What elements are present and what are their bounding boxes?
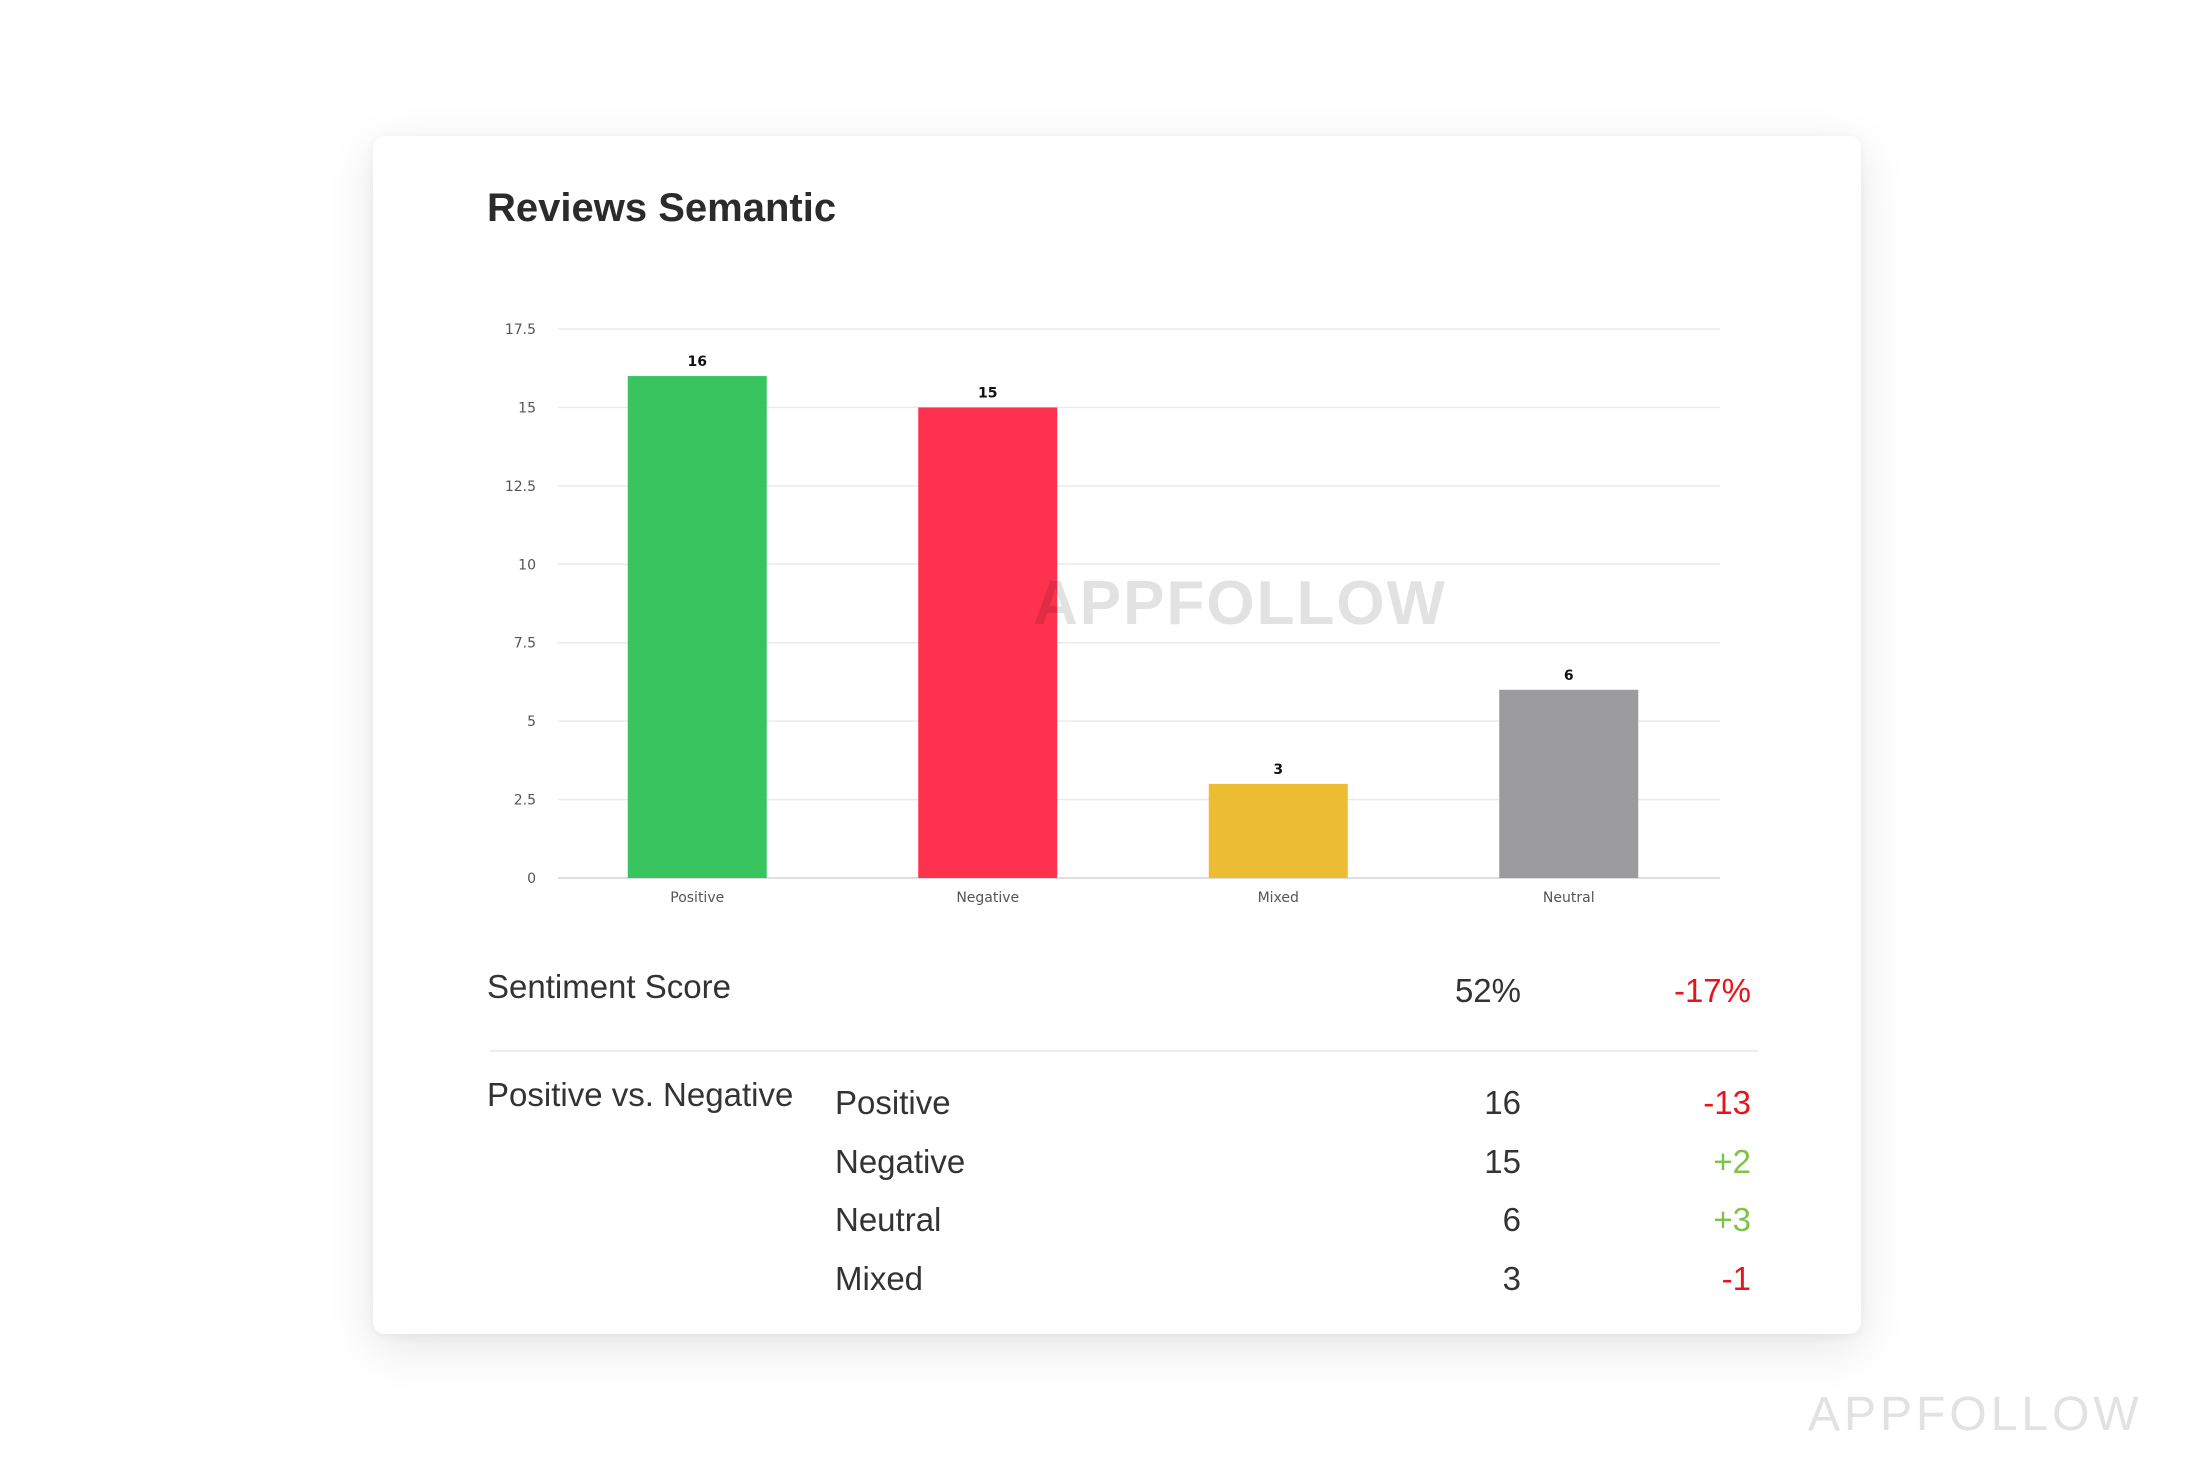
bar-positive	[627, 376, 767, 878]
sentiment-score-label: Sentiment Score	[487, 968, 731, 1005]
y-tick-label: 0	[527, 871, 536, 887]
breakdown-row-neutral-name: Neutral	[835, 1201, 942, 1238]
breakdown-row-neutral-value: 6	[1502, 1201, 1521, 1238]
x-tick-label: Neutral	[1543, 890, 1595, 906]
y-tick-label: 10	[518, 557, 536, 573]
brand-watermark: APPFOLLOW	[1808, 1388, 2143, 1441]
bar-neutral	[1499, 689, 1639, 878]
data-label: 16	[688, 354, 707, 370]
divider	[490, 1050, 1758, 1052]
y-tick-label: 2.5	[514, 793, 536, 809]
y-tick-label: 5	[527, 714, 536, 730]
reviews-semantic-card: Reviews Semantic 0 2.5 5 7.5 10 12.5 15 17.5 16 P…	[373, 136, 1861, 1334]
breakdown-row-positive-name: Positive	[835, 1084, 951, 1121]
data-label: 6	[1564, 668, 1574, 684]
bar-mixed	[1208, 783, 1348, 878]
sentiment-score-delta: -17%	[1673, 972, 1751, 1009]
card-title: Reviews Semantic	[487, 186, 837, 230]
data-label: 3	[1273, 762, 1283, 778]
breakdown-row-positive-delta: -13	[1703, 1084, 1751, 1121]
breakdown-row-negative-name: Negative	[835, 1143, 966, 1180]
positive-vs-negative-label: Positive vs. Negative	[487, 1076, 794, 1113]
breakdown-row-mixed-name: Mixed	[835, 1260, 924, 1297]
breakdown-row-positive-value: 16	[1484, 1084, 1521, 1121]
breakdown-row-negative-value: 15	[1484, 1143, 1521, 1180]
breakdown-row-mixed-delta: -1	[1721, 1260, 1751, 1297]
y-tick-label: 15	[518, 400, 536, 416]
x-tick-label: Positive	[670, 890, 724, 906]
x-tick-label: Mixed	[1258, 890, 1299, 906]
bar-negative	[918, 407, 1058, 878]
x-tick-label: Negative	[956, 890, 1019, 906]
breakdown-row-negative-delta: +2	[1713, 1143, 1751, 1180]
sentiment-bar-chart: 0 2.5 5 7.5 10 12.5 15 17.5 16 Positive 15 Negative…	[505, 322, 1720, 906]
breakdown-row-mixed-value: 3	[1502, 1260, 1521, 1297]
y-tick-label: 17.5	[505, 322, 536, 338]
data-label: 15	[978, 385, 997, 401]
sentiment-score-value: 52%	[1454, 972, 1521, 1009]
chart-watermark: APPFOLLOW	[1033, 569, 1448, 638]
y-tick-label: 7.5	[514, 636, 536, 652]
breakdown-row-neutral-delta: +3	[1713, 1201, 1751, 1238]
y-tick-label: 12.5	[505, 479, 536, 495]
